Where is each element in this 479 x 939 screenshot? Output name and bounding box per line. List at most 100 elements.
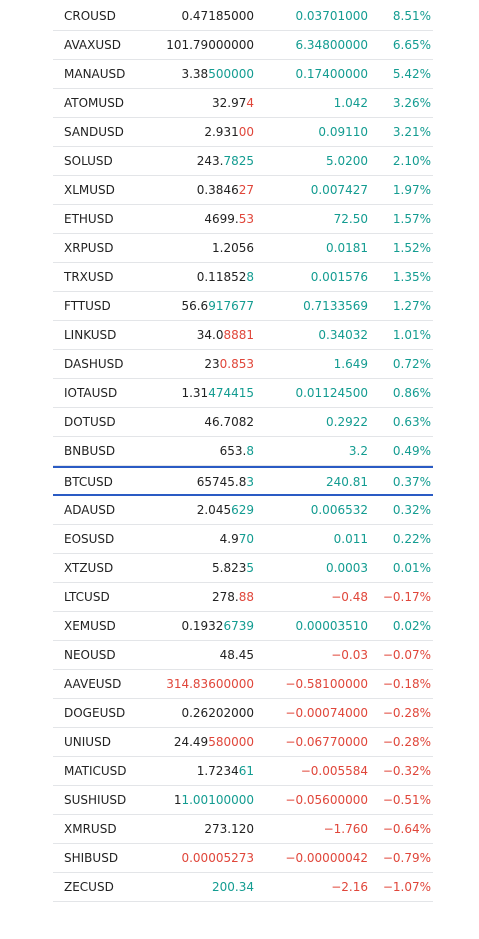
symbol-label: SANDUSD [64,125,124,139]
watchlist-row-aaveusd[interactable]: AAVEUSD 314.83600000 −0.58100000 −0.18% [53,670,433,699]
watchlist-row-btcusd[interactable]: BTCUSD 65745.83 240.81 0.37% [53,466,433,496]
watchlist-row-adausd[interactable]: ADAUSD 2.045629 0.006532 0.32% [53,496,433,525]
watchlist-row-trxusd[interactable]: TRXUSD 0.118528 0.001576 1.35% [53,263,433,292]
last-price: 273.120 [204,815,254,843]
last-price: 4.970 [220,525,254,553]
change-percent: 1.97% [392,183,431,197]
last-price: 4699.53 [204,205,254,233]
symbol-label: NEOUSD [64,648,116,662]
change-value: −0.05600000 [285,793,368,807]
last-price-changed-part: 314.83600000 [166,677,254,691]
last-price-unchanged-part: 1 [173,793,182,807]
watchlist-row-sandusd[interactable]: SANDUSD 2.93100 0.09110 3.21% [53,118,433,147]
watchlist-row-atomusd[interactable]: ATOMUSD 32.974 1.042 3.26% [53,89,433,118]
watchlist-row-uniusd[interactable]: UNIUSD 24.49580000 −0.06770000 −0.28% [53,728,433,757]
change-percent: −0.28% [382,735,431,749]
last-price: 101.79000000 [166,31,254,59]
last-price-unchanged-part: 4.9 [219,532,239,546]
symbol-label: MATICUSD [64,764,127,778]
last-price: 0.00005273 [181,844,254,872]
change-percent: 1.52% [392,241,431,255]
last-price-changed-part: 8 [246,270,254,284]
symbol-label: DASHUSD [64,357,124,371]
watchlist-row-crousd[interactable]: CROUSD 0.47185000 0.03701000 8.51% [53,2,433,31]
last-price-changed-part: 1.00100000 [181,793,254,807]
symbol-label: IOTAUSD [64,386,118,400]
watchlist-row-xmrusd[interactable]: XMRUSD 273.120 −1.760 −0.64% [53,815,433,844]
last-price: 230.853 [204,350,254,378]
last-price: 2.93100 [204,118,254,146]
last-price-changed-part: 0.00005273 [181,851,254,865]
symbol-label: BTCUSD [64,475,113,489]
watchlist-row-xrpusd[interactable]: XRPUSD 1.2056 0.0181 1.52% [53,234,433,263]
last-price-changed-part: 7825 [223,154,254,168]
watchlist-row-dogeusd[interactable]: DOGEUSD 0.26202000 −0.00074000 −0.28% [53,699,433,728]
symbol-label: DOGEUSD [64,706,126,720]
watchlist-row-zecusd[interactable]: ZECUSD 200.34 −2.16 −1.07% [53,873,433,902]
change-value: 0.01124500 [295,386,368,400]
last-price: 1.723461 [197,757,254,785]
watchlist-row-dotusd[interactable]: DOTUSD 46.7082 0.2922 0.63% [53,408,433,437]
change-value: 3.2 [348,444,368,458]
change-value: 72.50 [333,212,368,226]
last-price: 5.8235 [212,554,254,582]
change-value: 0.006532 [310,503,368,517]
last-price-unchanged-part: 2.045 [196,503,232,517]
change-percent: 8.51% [392,9,431,23]
last-price: 2.045629 [197,496,254,524]
watchlist-row-shibusd[interactable]: SHIBUSD 0.00005273 −0.00000042 −0.79% [53,844,433,873]
watchlist-row-xemusd[interactable]: XEMUSD 0.19326739 0.00003510 0.02% [53,612,433,641]
watchlist-row-neousd[interactable]: NEOUSD 48.45 −0.03 −0.07% [53,641,433,670]
watchlist-row-dashusd[interactable]: DASHUSD 230.853 1.649 0.72% [53,350,433,379]
change-value: 0.001576 [310,270,368,284]
symbol-label: MANAUSD [64,67,126,81]
change-value: 1.042 [333,96,368,110]
watchlist-row-ltcusd[interactable]: LTCUSD 278.88 −0.48 −0.17% [53,583,433,612]
change-value: 0.00003510 [295,619,368,633]
last-price-unchanged-part: 5.823 [212,561,247,575]
watchlist-row-eosusd[interactable]: EOSUSD 4.970 0.011 0.22% [53,525,433,554]
watchlist-row-xlmusd[interactable]: XLMUSD 0.384627 0.007427 1.97% [53,176,433,205]
last-price-unchanged-part: 48.45 [219,648,254,662]
watchlist-table: CROUSD 0.47185000 0.03701000 8.51% AVAXUSD 10… [53,2,433,902]
symbol-label: AAVEUSD [64,677,122,691]
last-price-unchanged-part: 243. [196,154,224,168]
change-value: 6.34800000 [295,38,368,52]
last-price-changed-part: 474415 [208,386,254,400]
watchlist-row-xtzusd[interactable]: XTZUSD 5.8235 0.0003 0.01% [53,554,433,583]
watchlist-row-sushiusd[interactable]: SUSHIUSD 11.00100000 −0.05600000 −0.51% [53,786,433,815]
watchlist-row-bnbusd[interactable]: BNBUSD 653.8 3.2 0.49% [53,437,433,466]
last-price: 1.31474415 [181,379,254,407]
last-price-changed-part: 00 [238,125,254,139]
change-percent: 3.21% [392,125,431,139]
change-value: −0.06770000 [285,735,368,749]
last-price-unchanged-part: 34.0 [196,328,224,342]
last-price-changed-part: 27 [238,183,254,197]
change-percent: −0.28% [382,706,431,720]
last-price-changed-part: 4 [246,96,254,110]
last-price: 46.7082 [204,408,254,436]
last-price-unchanged-part: 24.49 [173,735,209,749]
last-price: 243.7825 [197,147,254,175]
last-price-changed-part: 3 [246,475,254,489]
change-value: 1.649 [333,357,368,371]
watchlist-row-avaxusd[interactable]: AVAXUSD 101.79000000 6.34800000 6.65% [53,31,433,60]
watchlist-row-ethusd[interactable]: ETHUSD 4699.53 72.50 1.57% [53,205,433,234]
change-percent: −0.17% [382,590,431,604]
watchlist-row-fttusd[interactable]: FTTUSD 56.6917677 0.7133569 1.27% [53,292,433,321]
change-percent: 3.26% [392,96,431,110]
last-price-unchanged-part: 0.1932 [181,619,224,633]
symbol-label: DOTUSD [64,415,116,429]
watchlist-row-maticusd[interactable]: MATICUSD 1.723461 −0.005584 −0.32% [53,757,433,786]
watchlist-row-solusd[interactable]: SOLUSD 243.7825 5.0200 2.10% [53,147,433,176]
change-percent: 0.22% [392,532,431,546]
change-value: 0.09110 [318,125,368,139]
change-value: 0.0003 [326,561,368,575]
change-value: 0.007427 [310,183,368,197]
watchlist-row-manausd[interactable]: MANAUSD 3.38500000 0.17400000 5.42% [53,60,433,89]
change-value: 0.34032 [318,328,368,342]
symbol-label: UNIUSD [64,735,111,749]
symbol-label: LTCUSD [64,590,110,604]
watchlist-row-iotausd[interactable]: IOTAUSD 1.31474415 0.01124500 0.86% [53,379,433,408]
watchlist-row-linkusd[interactable]: LINKUSD 34.08881 0.34032 1.01% [53,321,433,350]
